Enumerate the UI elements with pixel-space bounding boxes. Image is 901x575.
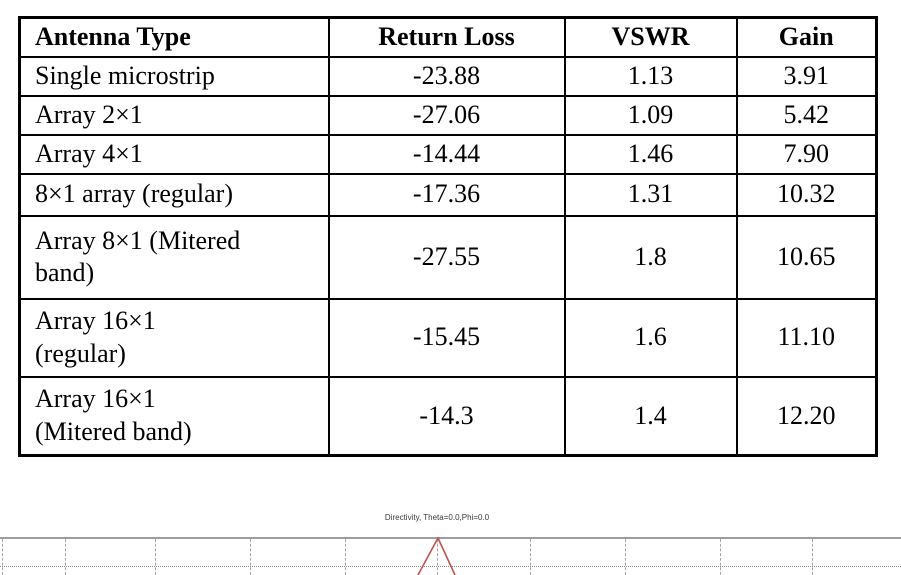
antenna-type-cell: Array 8×1 (Mitered band) [18, 214, 330, 300]
chart-vertical-gridline [530, 539, 531, 575]
value-cell: -17.36 [327, 172, 566, 217]
col-header-antenna-type: Antenna Type [18, 16, 330, 58]
chart-title: Directivity, Theta=0.0,Phi=0.0 [384, 513, 490, 522]
chart-vertical-gridline [812, 539, 813, 575]
value-cell: -23.88 [327, 55, 566, 97]
table-row: Array 16×1 (regular) -15.45 1.6 11.10 [18, 297, 878, 378]
value-cell: 1.13 [563, 55, 738, 97]
antenna-type-cell: Single microstrip [18, 55, 330, 97]
chart-vertical-gridline [345, 539, 346, 575]
value-cell: 10.65 [735, 214, 878, 300]
chart-plot-area [0, 537, 901, 575]
chart-vertical-gridline [65, 539, 66, 575]
table-row: Single microstrip -23.88 1.13 3.91 [18, 55, 878, 97]
value-cell: 1.4 [563, 375, 738, 457]
antenna-type-cell: Array 4×1 [18, 133, 330, 175]
value-cell: 12.20 [735, 375, 878, 457]
chart-vertical-gridline [2, 539, 3, 575]
col-header-return-loss: Return Loss [327, 16, 566, 58]
table-row: 8×1 array (regular) -17.36 1.31 10.32 [18, 172, 878, 217]
value-cell: 3.91 [735, 55, 878, 97]
chart-top-frame [0, 537, 901, 539]
value-cell: 1.31 [563, 172, 738, 217]
col-header-vswr: VSWR [563, 16, 738, 58]
chart-vertical-gridline [250, 539, 251, 575]
value-cell: 1.6 [563, 297, 738, 378]
table-row: Array 2×1 -27.06 1.09 5.42 [18, 94, 878, 136]
value-cell: 1.46 [563, 133, 738, 175]
value-cell: 1.09 [563, 94, 738, 136]
table-header-row: Antenna Type Return Loss VSWR Gain [18, 16, 878, 58]
chart-vertical-gridline [155, 539, 156, 575]
value-cell: 1.8 [563, 214, 738, 300]
antenna-type-cell: Array 16×1 (Mitered band) [18, 375, 330, 457]
value-cell: -27.55 [327, 214, 566, 300]
value-cell: -27.06 [327, 94, 566, 136]
chart-vertical-gridline [720, 539, 721, 575]
antenna-type-cell: Array 2×1 [18, 94, 330, 136]
chart-vertical-gridline [437, 539, 438, 575]
value-cell: 5.42 [735, 94, 878, 136]
antenna-results-table: Antenna Type Return Loss VSWR Gain Singl… [18, 16, 878, 457]
directivity-curve [417, 537, 456, 575]
directivity-figure: Directivity, Theta=0.0,Phi=0.0 [0, 505, 901, 575]
value-cell: -14.3 [327, 375, 566, 457]
chart-vertical-gridline [625, 539, 626, 575]
table-row: Array 8×1 (Mitered band) -27.55 1.8 10.65 [18, 214, 878, 300]
table-row: Array 4×1 -14.44 1.46 7.90 [18, 133, 878, 175]
antenna-type-cell: 8×1 array (regular) [18, 172, 330, 217]
antenna-type-cell: Array 16×1 (regular) [18, 297, 330, 378]
value-cell: -14.44 [327, 133, 566, 175]
value-cell: 11.10 [735, 297, 878, 378]
value-cell: 10.32 [735, 172, 878, 217]
value-cell: 7.90 [735, 133, 878, 175]
value-cell: -15.45 [327, 297, 566, 378]
table-row: Array 16×1 (Mitered band) -14.3 1.4 12.20 [18, 375, 878, 457]
col-header-gain: Gain [735, 16, 878, 58]
